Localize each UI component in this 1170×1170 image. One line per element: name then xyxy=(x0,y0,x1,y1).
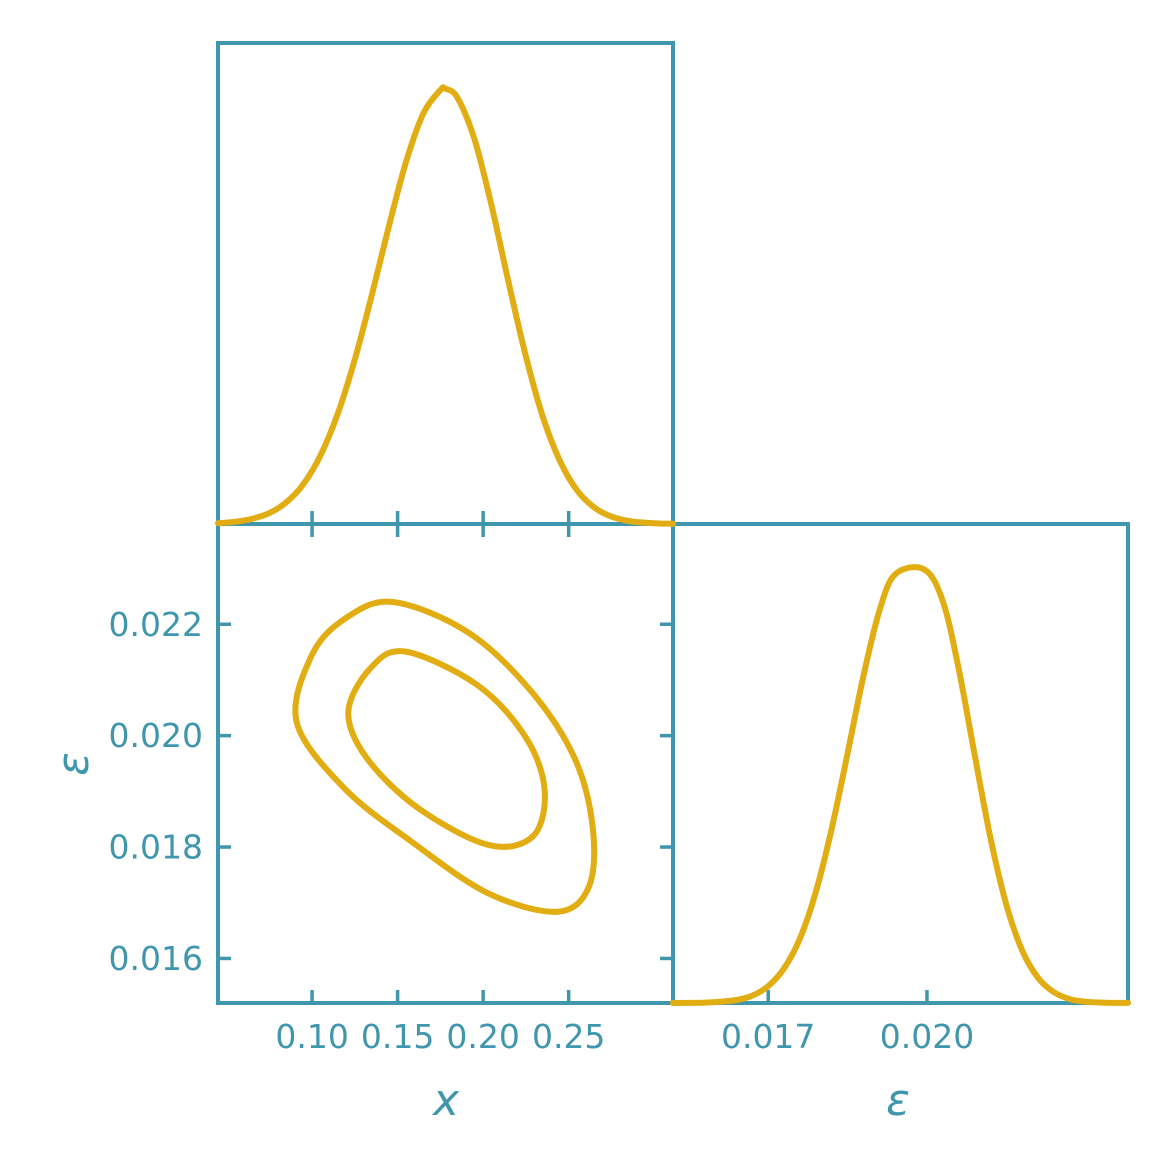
x-tick-label: 0.017 xyxy=(721,1017,815,1056)
x-tick-label: 0.020 xyxy=(880,1017,974,1056)
y-tick-label: 0.022 xyxy=(109,605,203,644)
x-tick-label: 0.20 xyxy=(446,1017,519,1056)
panel-frame-epsilon-marginal xyxy=(671,522,1130,1005)
x-tick-label: 0.25 xyxy=(532,1017,605,1056)
x-tick-label: 0.10 xyxy=(275,1017,348,1056)
y-tick-label: 0.020 xyxy=(109,716,203,755)
panel-frame-x-marginal xyxy=(216,41,675,526)
panel-frame-x-epsilon-contour xyxy=(216,522,675,1005)
ticks-epsilon-marginal: 0.017 0.020 xyxy=(721,990,974,1056)
ticks-x-epsilon-contour: 0.10 0.15 0.20 0.25 0.016 0.018 0.020 0.022 xyxy=(109,524,673,1056)
contour-outer xyxy=(292,598,598,915)
x-axis-label-epsilon: ε xyxy=(886,1075,910,1126)
x-axis-label-x: x xyxy=(431,1075,460,1126)
y-tick-label: 0.016 xyxy=(109,939,203,978)
y-tick-label: 0.018 xyxy=(109,828,203,867)
plot-layers: 0.10 0.15 0.20 0.25 0.016 0.018 0.020 0.022 0.01… xyxy=(109,41,1131,1056)
ticks-x-marginal xyxy=(310,511,571,524)
contour-inner xyxy=(345,648,548,850)
density-curve-x-marginal xyxy=(215,84,676,527)
density-curve-epsilon-marginal xyxy=(670,564,1131,1006)
x-tick-label: 0.15 xyxy=(361,1017,434,1056)
y-axis-label-epsilon: ε xyxy=(48,752,99,776)
